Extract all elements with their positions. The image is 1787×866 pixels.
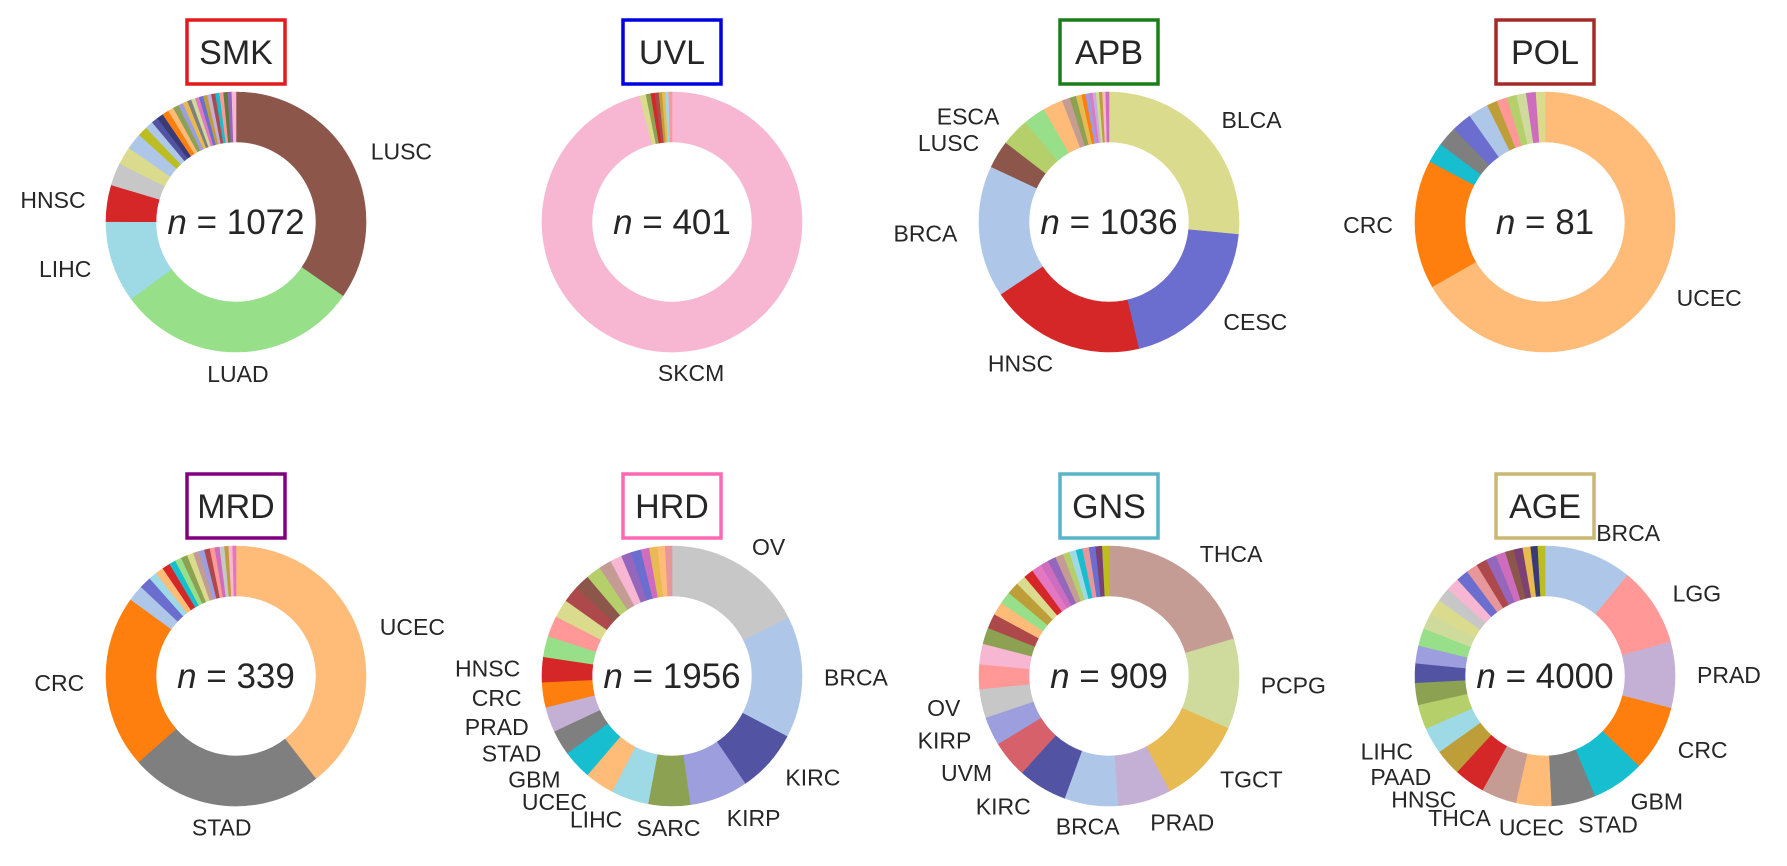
- slice-label-mrd-stad: STAD: [192, 814, 252, 840]
- slice-label-age-ucec: UCEC: [1499, 814, 1564, 840]
- slice-label-apb-lusc: LUSC: [918, 130, 979, 156]
- slice-label-smk-luad: LUAD: [207, 361, 268, 387]
- slice-label-pol-crc: CRC: [1343, 212, 1393, 238]
- slice-label-pol-ucec: UCEC: [1677, 285, 1742, 311]
- slice-label-age-lihc: LIHC: [1361, 738, 1413, 764]
- title-box-hrd: [621, 472, 723, 540]
- sample-count-age: n = 4000: [1476, 657, 1613, 696]
- title-box-smk: [185, 18, 287, 86]
- donut-panel-smk: LUSC LUAD LIHC HNSC n = 1072 SMK: [20, 18, 432, 387]
- slice-label-age-gbm: GBM: [1631, 789, 1683, 815]
- slice-label-mrd-ucec: UCEC: [380, 614, 445, 640]
- slice-label-smk-hnsc: HNSC: [20, 187, 85, 213]
- slice-label-age-stad: STAD: [1578, 811, 1638, 837]
- slice-apb-cesc: [1126, 229, 1239, 349]
- sample-count-smk: n = 1072: [167, 203, 304, 242]
- slice-smk-lusc: [235, 91, 367, 297]
- sample-count-hrd: n = 1956: [603, 657, 740, 696]
- slice-label-apb-hnsc: HNSC: [988, 350, 1053, 376]
- slice-label-mrd-crc: CRC: [34, 670, 84, 696]
- title-box-mrd: [185, 472, 287, 540]
- slice-uvl-8: [668, 91, 673, 143]
- slice-label-smk-lusc: LUSC: [371, 139, 432, 165]
- slice-gns-28: [1102, 545, 1110, 597]
- slice-label-age-prad: PRAD: [1697, 662, 1761, 688]
- slice-label-age-crc: CRC: [1678, 737, 1728, 763]
- slice-mrd-20: [232, 545, 237, 597]
- slice-label-uvl-skcm: SKCM: [658, 360, 724, 386]
- slice-label-gns-uvm: UVM: [941, 760, 992, 786]
- slice-smk-luad: [130, 267, 344, 353]
- slice-label-gns-brca: BRCA: [1056, 814, 1121, 840]
- donut-panel-pol: UCEC CRC n = 81 POL: [1343, 18, 1742, 353]
- slice-label-age-brca: BRCA: [1596, 520, 1661, 546]
- slice-label-hrd-ov: OV: [752, 534, 786, 560]
- slice-label-hrd-crc: CRC: [472, 685, 522, 711]
- slice-label-gns-pcpg: PCPG: [1261, 673, 1326, 699]
- title-uvl: UVL: [639, 34, 705, 72]
- slice-label-apb-brca: BRCA: [893, 220, 958, 246]
- slice-pol-ucec: [1431, 91, 1676, 353]
- slice-label-age-thca: THCA: [1428, 805, 1491, 831]
- slice-label-hrd-stad: STAD: [482, 741, 542, 767]
- slice-label-hrd-brca: BRCA: [824, 665, 889, 691]
- slice-smk-27: [231, 91, 237, 143]
- sample-count-uvl: n = 401: [613, 203, 731, 242]
- slice-label-smk-lihc: LIHC: [39, 256, 91, 282]
- slice-label-hrd-hnsc: HNSC: [455, 655, 520, 681]
- slice-mrd-ucec: [235, 545, 367, 780]
- slice-label-hrd-kirp: KIRP: [727, 805, 781, 831]
- title-box-pol: [1494, 18, 1596, 86]
- slice-hrd-ov: [671, 545, 789, 641]
- title-gns: GNS: [1072, 488, 1146, 526]
- sample-count-apb: n = 1036: [1040, 203, 1177, 242]
- title-age: AGE: [1509, 488, 1581, 526]
- slice-age-29: [1537, 545, 1546, 597]
- slice-label-hrd-ucec: UCEC: [522, 789, 587, 815]
- sample-count-pol: n = 81: [1496, 203, 1594, 242]
- donut-panel-mrd: UCEC STAD CRC n = 339 MRD: [34, 472, 445, 840]
- slice-label-gns-thca: THCA: [1200, 541, 1263, 567]
- title-box-apb: [1058, 18, 1160, 86]
- slice-label-apb-esca: ESCA: [937, 104, 1000, 130]
- slice-pol-11: [1535, 91, 1546, 143]
- title-box-age: [1494, 472, 1596, 540]
- title-box-gns: [1058, 472, 1160, 540]
- slice-label-age-lgg: LGG: [1673, 581, 1722, 607]
- slice-label-gns-kirp: KIRP: [918, 727, 972, 753]
- slice-label-gns-tgct: TGCT: [1220, 767, 1283, 793]
- slice-label-gns-kirc: KIRC: [976, 793, 1031, 819]
- slice-label-age-paad: PAAD: [1370, 764, 1431, 790]
- title-box-uvl: [621, 18, 723, 86]
- slice-uvl-skcm: [541, 91, 803, 353]
- slice-label-hrd-gbm: GBM: [508, 767, 560, 793]
- slice-label-apb-blca: BLCA: [1222, 107, 1283, 133]
- slice-apb-18: [1105, 91, 1110, 143]
- title-apb: APB: [1075, 34, 1143, 72]
- slice-label-hrd-prad: PRAD: [465, 714, 529, 740]
- title-mrd: MRD: [197, 488, 274, 526]
- slice-label-gns-ov: OV: [927, 695, 961, 721]
- donut-panel-uvl: SKCM n = 401 UVL: [541, 18, 803, 386]
- slice-hrd-25: [664, 545, 673, 597]
- slice-label-hrd-lihc: LIHC: [570, 807, 622, 833]
- slice-label-age-hnsc: HNSC: [1391, 787, 1456, 813]
- slice-label-gns-prad: PRAD: [1150, 809, 1214, 835]
- slice-apb-blca: [1108, 91, 1240, 235]
- sample-count-gns: n = 909: [1050, 657, 1168, 696]
- slice-label-apb-cesc: CESC: [1223, 309, 1287, 335]
- title-smk: SMK: [199, 34, 273, 72]
- slice-label-hrd-sarc: SARC: [637, 815, 701, 841]
- title-hrd: HRD: [635, 488, 709, 526]
- sample-count-mrd: n = 339: [177, 657, 295, 696]
- slice-label-hrd-kirc: KIRC: [785, 764, 840, 790]
- title-pol: POL: [1511, 34, 1579, 72]
